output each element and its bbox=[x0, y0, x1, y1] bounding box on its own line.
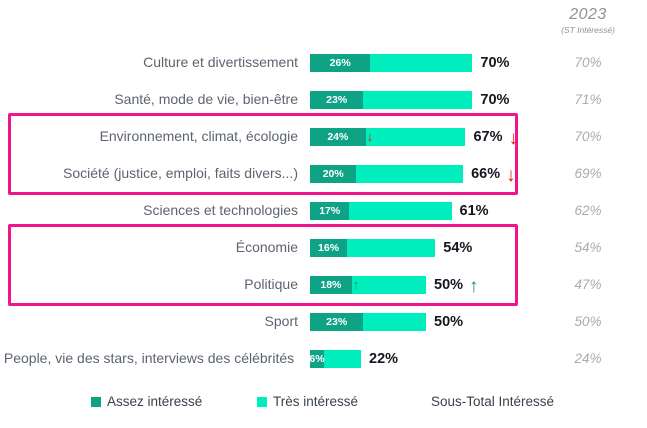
total-trend-arrow-icon: ↓ bbox=[506, 165, 516, 186]
st-interesse-2023-value: 69% bbox=[574, 166, 602, 181]
assez-interesse-value: 16% bbox=[318, 241, 340, 254]
category-label: Santé, mode de vie, bien-être bbox=[114, 91, 298, 107]
bar-zone: 24% ↓ 67% ↓ bbox=[310, 127, 518, 149]
assez-interesse-bar-segment: 16% bbox=[310, 238, 348, 257]
chart-row: Sport 23% 50% 50% bbox=[0, 303, 647, 340]
sous-total-bar-segment: 26% bbox=[310, 53, 473, 72]
assez-interesse-swatch-icon bbox=[91, 396, 101, 407]
sous-total-bar-segment: 17% bbox=[310, 201, 452, 220]
chart-row: Politique 18% ↑ 50% ↑ 47% bbox=[0, 266, 647, 303]
assez-interesse-bar-segment: 18% bbox=[310, 275, 352, 294]
assez-interesse-bar-segment: 24% bbox=[310, 127, 366, 146]
chart-row: Santé, mode de vie, bien-être 23% 70% 71… bbox=[0, 81, 647, 118]
sous-total-value: 50% bbox=[434, 276, 464, 293]
chart-row: People, vie des stars, interviews des cé… bbox=[0, 340, 647, 377]
sous-total-value: 54% bbox=[443, 239, 473, 256]
st-interesse-2023-value: 62% bbox=[574, 203, 602, 218]
assez-interesse-value: 23% bbox=[326, 315, 348, 328]
sous-total-bar-segment: 6% bbox=[309, 349, 362, 368]
sous-total-bar-segment: 20% bbox=[310, 164, 464, 183]
category-label: Sport bbox=[264, 313, 298, 329]
assez-interesse-value: 24% bbox=[327, 130, 349, 143]
legend-item-tres: Très intéressé bbox=[257, 394, 358, 409]
assez-interesse-value: 18% bbox=[320, 278, 342, 291]
assez-interesse-bar-segment: 26% bbox=[310, 53, 371, 72]
sous-total-value: 22% bbox=[369, 350, 399, 367]
st-interesse-2023-value: 71% bbox=[574, 92, 602, 107]
assez-interesse-value: 20% bbox=[322, 167, 344, 180]
assez-interesse-bar-segment: 20% bbox=[310, 164, 357, 183]
category-label: People, vie des stars, interviews des cé… bbox=[3, 350, 295, 366]
total-trend-arrow-icon: ↑ bbox=[469, 276, 479, 297]
bar-zone: 23% 70% bbox=[310, 90, 510, 109]
category-label: Société (justice, emploi, faits divers..… bbox=[63, 165, 298, 181]
bar-zone: 17% 61% bbox=[310, 201, 489, 220]
total-trend-arrow-icon: ↓ bbox=[508, 128, 518, 149]
sous-total-value: 67% bbox=[473, 128, 503, 145]
chart-rows: Culture et divertissement 26% 70% 70% Sa… bbox=[0, 44, 647, 377]
bar-zone: 26% 70% bbox=[310, 53, 510, 72]
legend-item-sous-total: Sous-Total Intéressé bbox=[431, 394, 554, 409]
bar-zone: 23% 50% bbox=[310, 312, 464, 331]
sous-total-bar-segment: 16% bbox=[310, 238, 436, 257]
st-interesse-2023-value: 50% bbox=[574, 314, 602, 329]
sous-total-bar-segment: 18% ↑ bbox=[310, 275, 426, 294]
st-interesse-subtitle: (ST Intéressé) bbox=[561, 25, 615, 35]
sous-total-value: 66% bbox=[471, 165, 501, 182]
category-label: Culture et divertissement bbox=[143, 54, 298, 70]
st-interesse-2023-value: 70% bbox=[574, 55, 602, 70]
sous-total-value: 70% bbox=[480, 91, 510, 108]
st-interesse-2023-value: 70% bbox=[574, 129, 602, 144]
legend-item-assez: Assez intéressé bbox=[91, 394, 202, 409]
sous-total-bar-segment: 24% ↓ bbox=[310, 127, 466, 146]
chart-row: Économie 16% 54% 54% bbox=[0, 229, 647, 266]
st-interesse-2023-value: 47% bbox=[574, 277, 602, 292]
sous-total-value: 70% bbox=[480, 54, 510, 71]
legend-label-sous-total: Sous-Total Intéressé bbox=[431, 394, 555, 409]
category-label: Politique bbox=[244, 276, 298, 292]
assez-interesse-value: 26% bbox=[329, 56, 351, 69]
chart-legend: Assez intéressé Très intéressé Sous-Tota… bbox=[0, 394, 647, 416]
bar-trend-arrow-icon: ↑ bbox=[352, 277, 360, 292]
bar-zone: 18% ↑ 50% ↑ bbox=[310, 275, 479, 297]
assez-interesse-bar-segment: 17% bbox=[310, 201, 350, 220]
bar-zone: 6% 22% bbox=[309, 349, 399, 368]
category-label: Environnement, climat, écologie bbox=[99, 128, 298, 144]
category-label: Économie bbox=[235, 239, 298, 255]
sous-total-bar-segment: 23% bbox=[310, 312, 426, 331]
bar-trend-arrow-icon: ↓ bbox=[366, 129, 374, 144]
legend-label-assez: Assez intéressé bbox=[107, 394, 203, 409]
bar-zone: 16% 54% bbox=[310, 238, 473, 257]
legend-label-tres: Très intéressé bbox=[273, 394, 359, 409]
assez-interesse-bar-segment: 23% bbox=[310, 312, 364, 331]
column-header-2023: 2023 (ST Intéressé) bbox=[540, 6, 636, 35]
bar-zone: 20% 66% ↓ bbox=[310, 164, 516, 186]
year-label: 2023 bbox=[569, 6, 607, 23]
chart-row: Sciences et technologies 17% 61% 62% bbox=[0, 192, 647, 229]
st-interesse-2023-value: 54% bbox=[574, 240, 602, 255]
assez-interesse-bar-segment: 6% bbox=[309, 349, 325, 368]
assez-interesse-value: 6% bbox=[309, 352, 325, 365]
chart-row: Environnement, climat, écologie 24% ↓ 67… bbox=[0, 118, 647, 155]
category-label: Sciences et technologies bbox=[143, 202, 298, 218]
chart-row: Culture et divertissement 26% 70% 70% bbox=[0, 44, 647, 81]
sous-total-value: 61% bbox=[459, 202, 489, 219]
assez-interesse-value: 23% bbox=[326, 93, 348, 106]
sous-total-bar-segment: 23% bbox=[310, 90, 473, 109]
assez-interesse-value: 17% bbox=[319, 204, 341, 217]
assez-interesse-bar-segment: 23% bbox=[310, 90, 364, 109]
sous-total-value: 50% bbox=[434, 313, 464, 330]
st-interesse-2023-value: 24% bbox=[574, 351, 602, 366]
chart-row: Société (justice, emploi, faits divers..… bbox=[0, 155, 647, 192]
tres-interesse-swatch-icon bbox=[257, 396, 267, 407]
